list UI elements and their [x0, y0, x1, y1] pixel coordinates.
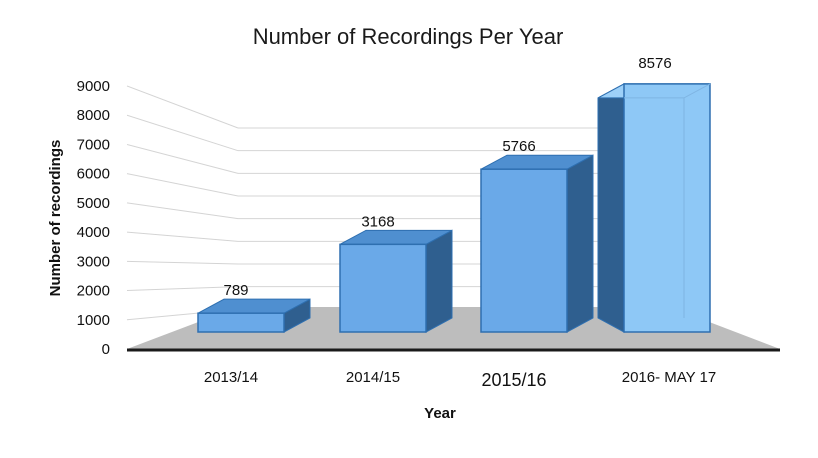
y-axis-ticks: 0 1000 2000 3000 4000 5000 6000 7000 8000 9000 [77, 78, 110, 358]
chart-title: Number of Recordings Per Year [253, 24, 564, 49]
y-tick-label: 0 [102, 341, 110, 358]
y-tick-label: 4000 [77, 224, 110, 241]
y-tick-label: 2000 [77, 283, 110, 300]
x-axis-title: Year [424, 405, 456, 422]
x-tick-label: 2013/14 [204, 369, 258, 386]
y-tick-label: 1000 [77, 312, 110, 329]
data-label: 5766 [502, 138, 535, 155]
bar [480, 154, 594, 333]
data-label: 3168 [361, 213, 394, 230]
y-tick-label: 3000 [77, 253, 110, 270]
x-tick-label: 2016- MAY 17 [622, 369, 717, 386]
y-axis-title: Number of recordings [47, 140, 64, 297]
y-tick-label: 7000 [77, 136, 110, 153]
y-tick-label: 6000 [77, 166, 110, 183]
y-tick-label: 8000 [77, 107, 110, 124]
data-label: 8576 [638, 55, 671, 72]
bar [339, 229, 453, 333]
gridline [126, 114, 670, 152]
bar [597, 83, 711, 333]
y-tick-label: 5000 [77, 195, 110, 212]
gridline [126, 85, 670, 129]
data-labels: 789 3168 5766 8576 [223, 55, 671, 299]
bar [197, 298, 311, 333]
bars [197, 83, 711, 333]
y-tick-label: 9000 [77, 78, 110, 95]
x-tick-label: 2014/15 [346, 369, 400, 386]
data-label: 789 [223, 282, 248, 299]
x-axis-categories: 2013/14 2014/15 2015/16 2016- MAY 17 [204, 369, 716, 390]
x-tick-label: 2015/16 [481, 370, 546, 390]
